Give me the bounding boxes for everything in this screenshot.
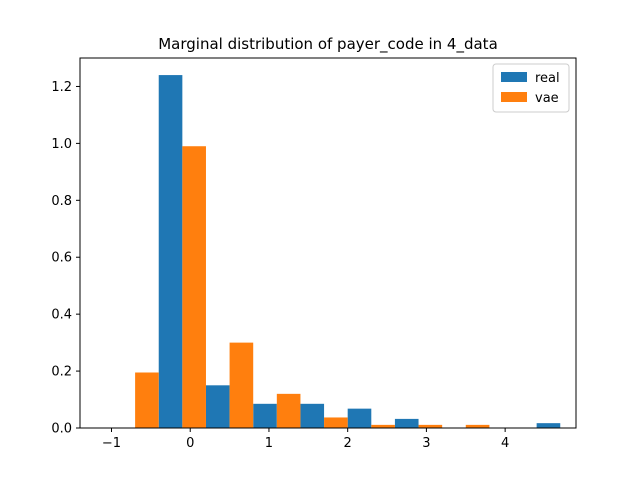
legend-label-vae: vae	[535, 91, 559, 106]
bar-vae-7	[465, 424, 490, 428]
bar-real-3	[253, 403, 277, 428]
bar-real-9	[536, 423, 561, 428]
legend-swatch-real	[501, 72, 527, 82]
bar-vae-6	[418, 424, 443, 428]
y-tick-label: 0.6	[51, 251, 72, 266]
bar-real-4	[300, 403, 325, 428]
bar-vae-3	[276, 393, 301, 428]
chart-title: Marginal distribution of payer_code in 4…	[158, 35, 498, 54]
y-tick-label: 0.0	[51, 422, 72, 437]
y-tick-label: 0.2	[51, 365, 72, 380]
bar-vae-2	[229, 342, 254, 428]
legend-label-real: real	[535, 71, 560, 86]
bar-real-1	[158, 75, 183, 429]
bar-real-2	[205, 385, 230, 428]
y-tick-label: 1.2	[51, 80, 72, 95]
x-tick-label: −1	[102, 436, 121, 451]
x-tick-label: 4	[501, 436, 509, 451]
plot-frame	[79, 57, 577, 429]
y-tick-label: 1.0	[51, 137, 72, 152]
bar-vae-5	[371, 424, 395, 428]
y-axis: 0.0 0.2 0.4 0.6 0.8 1.0 1.2	[51, 80, 80, 437]
bar-vae-4	[324, 417, 348, 428]
bar-vae-1	[182, 146, 206, 428]
x-tick-label: 1	[265, 436, 273, 451]
bar-real-5	[347, 408, 372, 428]
x-tick-label: 0	[186, 436, 194, 451]
x-tick-label: 3	[422, 436, 430, 451]
bars-layer	[135, 75, 561, 429]
legend-swatch-vae	[501, 92, 527, 102]
x-tick-label: 2	[344, 436, 352, 451]
y-tick-label: 0.4	[51, 308, 72, 323]
bar-vae-0	[135, 372, 159, 428]
y-tick-label: 0.8	[51, 194, 72, 209]
bar-real-6	[394, 418, 419, 428]
x-axis: −1 0 1 2 3 4	[102, 428, 509, 451]
legend: real vae	[492, 63, 570, 113]
